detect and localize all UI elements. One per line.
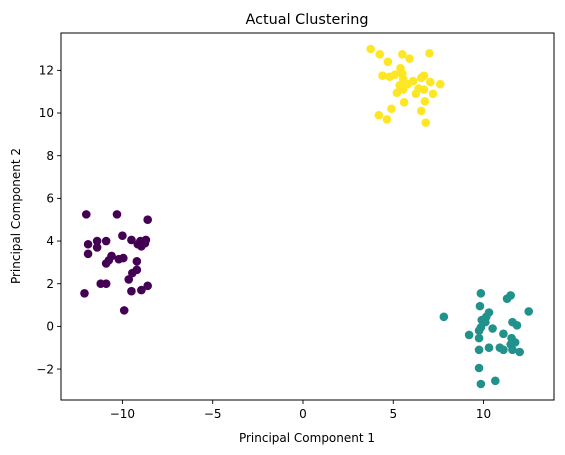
data-point [81, 210, 91, 219]
data-point [92, 243, 102, 252]
data-point [515, 347, 524, 357]
x-axis-label: Principal Component 1 [239, 431, 375, 445]
y-axis-ticks: −2 0 2 4 6 8 10 12 [36, 64, 61, 376]
data-point [405, 54, 414, 63]
data-point [476, 379, 486, 389]
data-point [387, 104, 396, 114]
data-point [508, 345, 517, 355]
data-point [398, 85, 408, 94]
data-point [425, 48, 434, 58]
data-point [132, 257, 142, 266]
data-point [524, 307, 534, 316]
data-point [476, 289, 486, 298]
data-point [475, 301, 485, 311]
data-point [512, 321, 522, 330]
x-tick-label: 10 [476, 407, 491, 421]
data-point [398, 50, 407, 59]
chart-title: Actual Clustering [246, 12, 369, 28]
data-point [80, 289, 89, 298]
data-point [421, 118, 431, 127]
data-point [383, 57, 393, 67]
data-point [143, 215, 152, 224]
data-point [127, 235, 136, 245]
data-point [426, 77, 435, 87]
data-point [124, 275, 134, 284]
data-point [101, 236, 111, 246]
data-point [428, 89, 438, 99]
data-point [382, 115, 392, 124]
data-point [104, 255, 114, 265]
y-tick-label: 0 [46, 320, 54, 334]
data-point [137, 242, 146, 251]
data-point [416, 106, 426, 116]
data-point [127, 286, 136, 296]
data-point [390, 70, 400, 79]
data-point [474, 363, 484, 373]
y-tick-label: 4 [46, 234, 54, 248]
data-point [474, 333, 484, 343]
y-tick-label: 8 [46, 149, 54, 163]
data-point [419, 71, 429, 80]
data-point [502, 294, 512, 303]
x-tick-label: −5 [204, 407, 222, 421]
data-point [491, 376, 500, 386]
y-tick-label: 12 [39, 64, 54, 78]
data-point [439, 312, 449, 322]
data-point [435, 79, 445, 89]
y-axis-label: Principal Component 2 [9, 148, 23, 284]
y-tick-label: 6 [46, 192, 54, 206]
y-tick-label: 2 [46, 277, 54, 291]
y-tick-label: −2 [36, 362, 54, 376]
data-point [374, 110, 384, 120]
data-point [474, 326, 484, 335]
data-point [137, 285, 146, 295]
x-tick-label: −10 [110, 407, 135, 421]
data-point [499, 329, 508, 339]
points-layer [80, 44, 534, 389]
data-point [83, 249, 93, 259]
data-point [399, 98, 409, 107]
data-point [101, 279, 111, 289]
data-point [112, 210, 122, 219]
data-point [83, 239, 93, 249]
data-point [464, 330, 474, 340]
data-point [484, 343, 494, 353]
data-point [366, 44, 376, 54]
data-point [411, 89, 421, 99]
data-point [474, 345, 484, 355]
data-point [92, 236, 102, 246]
data-point [119, 306, 129, 315]
data-point [392, 88, 402, 98]
y-tick-label: 10 [39, 106, 54, 120]
x-tick-label: 5 [389, 407, 397, 421]
x-axis-ticks: −10 −5 0 5 10 [110, 400, 491, 421]
data-point [420, 96, 430, 106]
data-point [499, 345, 508, 355]
data-point [378, 71, 387, 80]
data-point [419, 85, 429, 94]
data-point [118, 231, 127, 240]
data-point [132, 265, 142, 275]
data-point [488, 324, 497, 333]
data-point [119, 253, 128, 263]
x-tick-label: 0 [299, 407, 307, 421]
plot-area-frame [60, 32, 555, 401]
data-point [143, 281, 152, 291]
data-point [375, 50, 385, 59]
